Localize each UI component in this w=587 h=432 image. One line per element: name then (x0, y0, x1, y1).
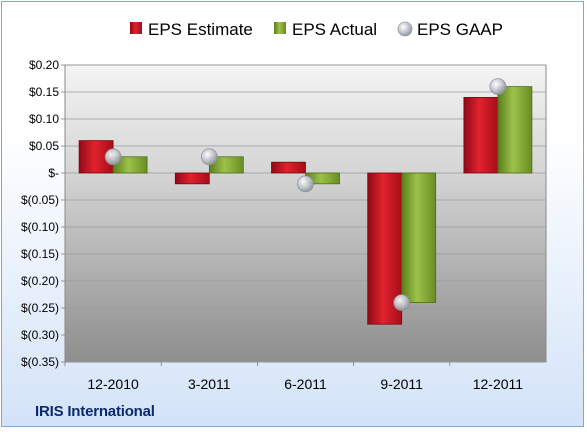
legend-swatch-actual (274, 22, 286, 34)
legend-label-actual: EPS Actual (292, 20, 377, 39)
y-tick-label: $(0.05) (21, 193, 59, 207)
y-tick-label: $(0.35) (21, 355, 59, 369)
x-tick-label: 3-2011 (188, 376, 231, 392)
y-tick-label: $- (48, 166, 59, 180)
y-tick-label: $(0.25) (21, 301, 59, 315)
marker-eps-gaap (393, 294, 411, 312)
y-tick-label: $0.05 (29, 139, 59, 153)
y-tick-label: $(0.10) (21, 220, 59, 234)
y-tick-label: $(0.20) (21, 274, 59, 288)
x-tick-label: 12-2011 (473, 376, 524, 392)
y-axis-ticks: $0.20 $0.15 $0.10 $0.05 $- $(0.05) $(0.10) $(0.… (21, 58, 65, 369)
y-tick-label: $0.20 (29, 58, 59, 72)
legend-swatch-estimate (130, 22, 142, 34)
bars (78, 86, 533, 325)
bar-eps-estimate (271, 161, 306, 174)
y-tick-label: $0.15 (29, 85, 59, 99)
marker-eps-gaap (489, 78, 507, 95)
gaap-markers (104, 78, 507, 312)
x-tick-label: 9-2011 (380, 376, 423, 392)
x-tick-label: 12-2010 (87, 376, 139, 392)
y-tick-label: $(0.15) (21, 247, 59, 261)
legend-label-estimate: EPS Estimate (148, 20, 253, 39)
chart-frame: $0.20 $0.15 $0.10 $0.05 $- $(0.05) $(0.10) $(0.… (1, 1, 584, 427)
marker-eps-gaap (104, 148, 122, 166)
legend-marker-gaap (397, 21, 413, 37)
x-tick-label: 6-2011 (284, 376, 327, 392)
marker-eps-gaap (297, 175, 314, 193)
legend: EPS Estimate EPS Actual EPS GAAP (130, 20, 503, 39)
bar-eps-actual (401, 172, 437, 304)
bar-eps-actual (497, 86, 533, 174)
y-tick-label: $(0.30) (21, 328, 59, 342)
gridlines (65, 64, 546, 363)
bar-eps-estimate (463, 97, 499, 174)
legend-label-gaap: EPS GAAP (417, 20, 503, 39)
company-name: IRIS International (35, 403, 155, 420)
y-tick-label: $0.10 (29, 112, 59, 126)
x-axis-labels: 12-2010 3-2011 6-2011 9-2011 12-2011 (64, 362, 524, 392)
bar-eps-estimate (174, 172, 210, 185)
marker-eps-gaap (200, 148, 218, 166)
